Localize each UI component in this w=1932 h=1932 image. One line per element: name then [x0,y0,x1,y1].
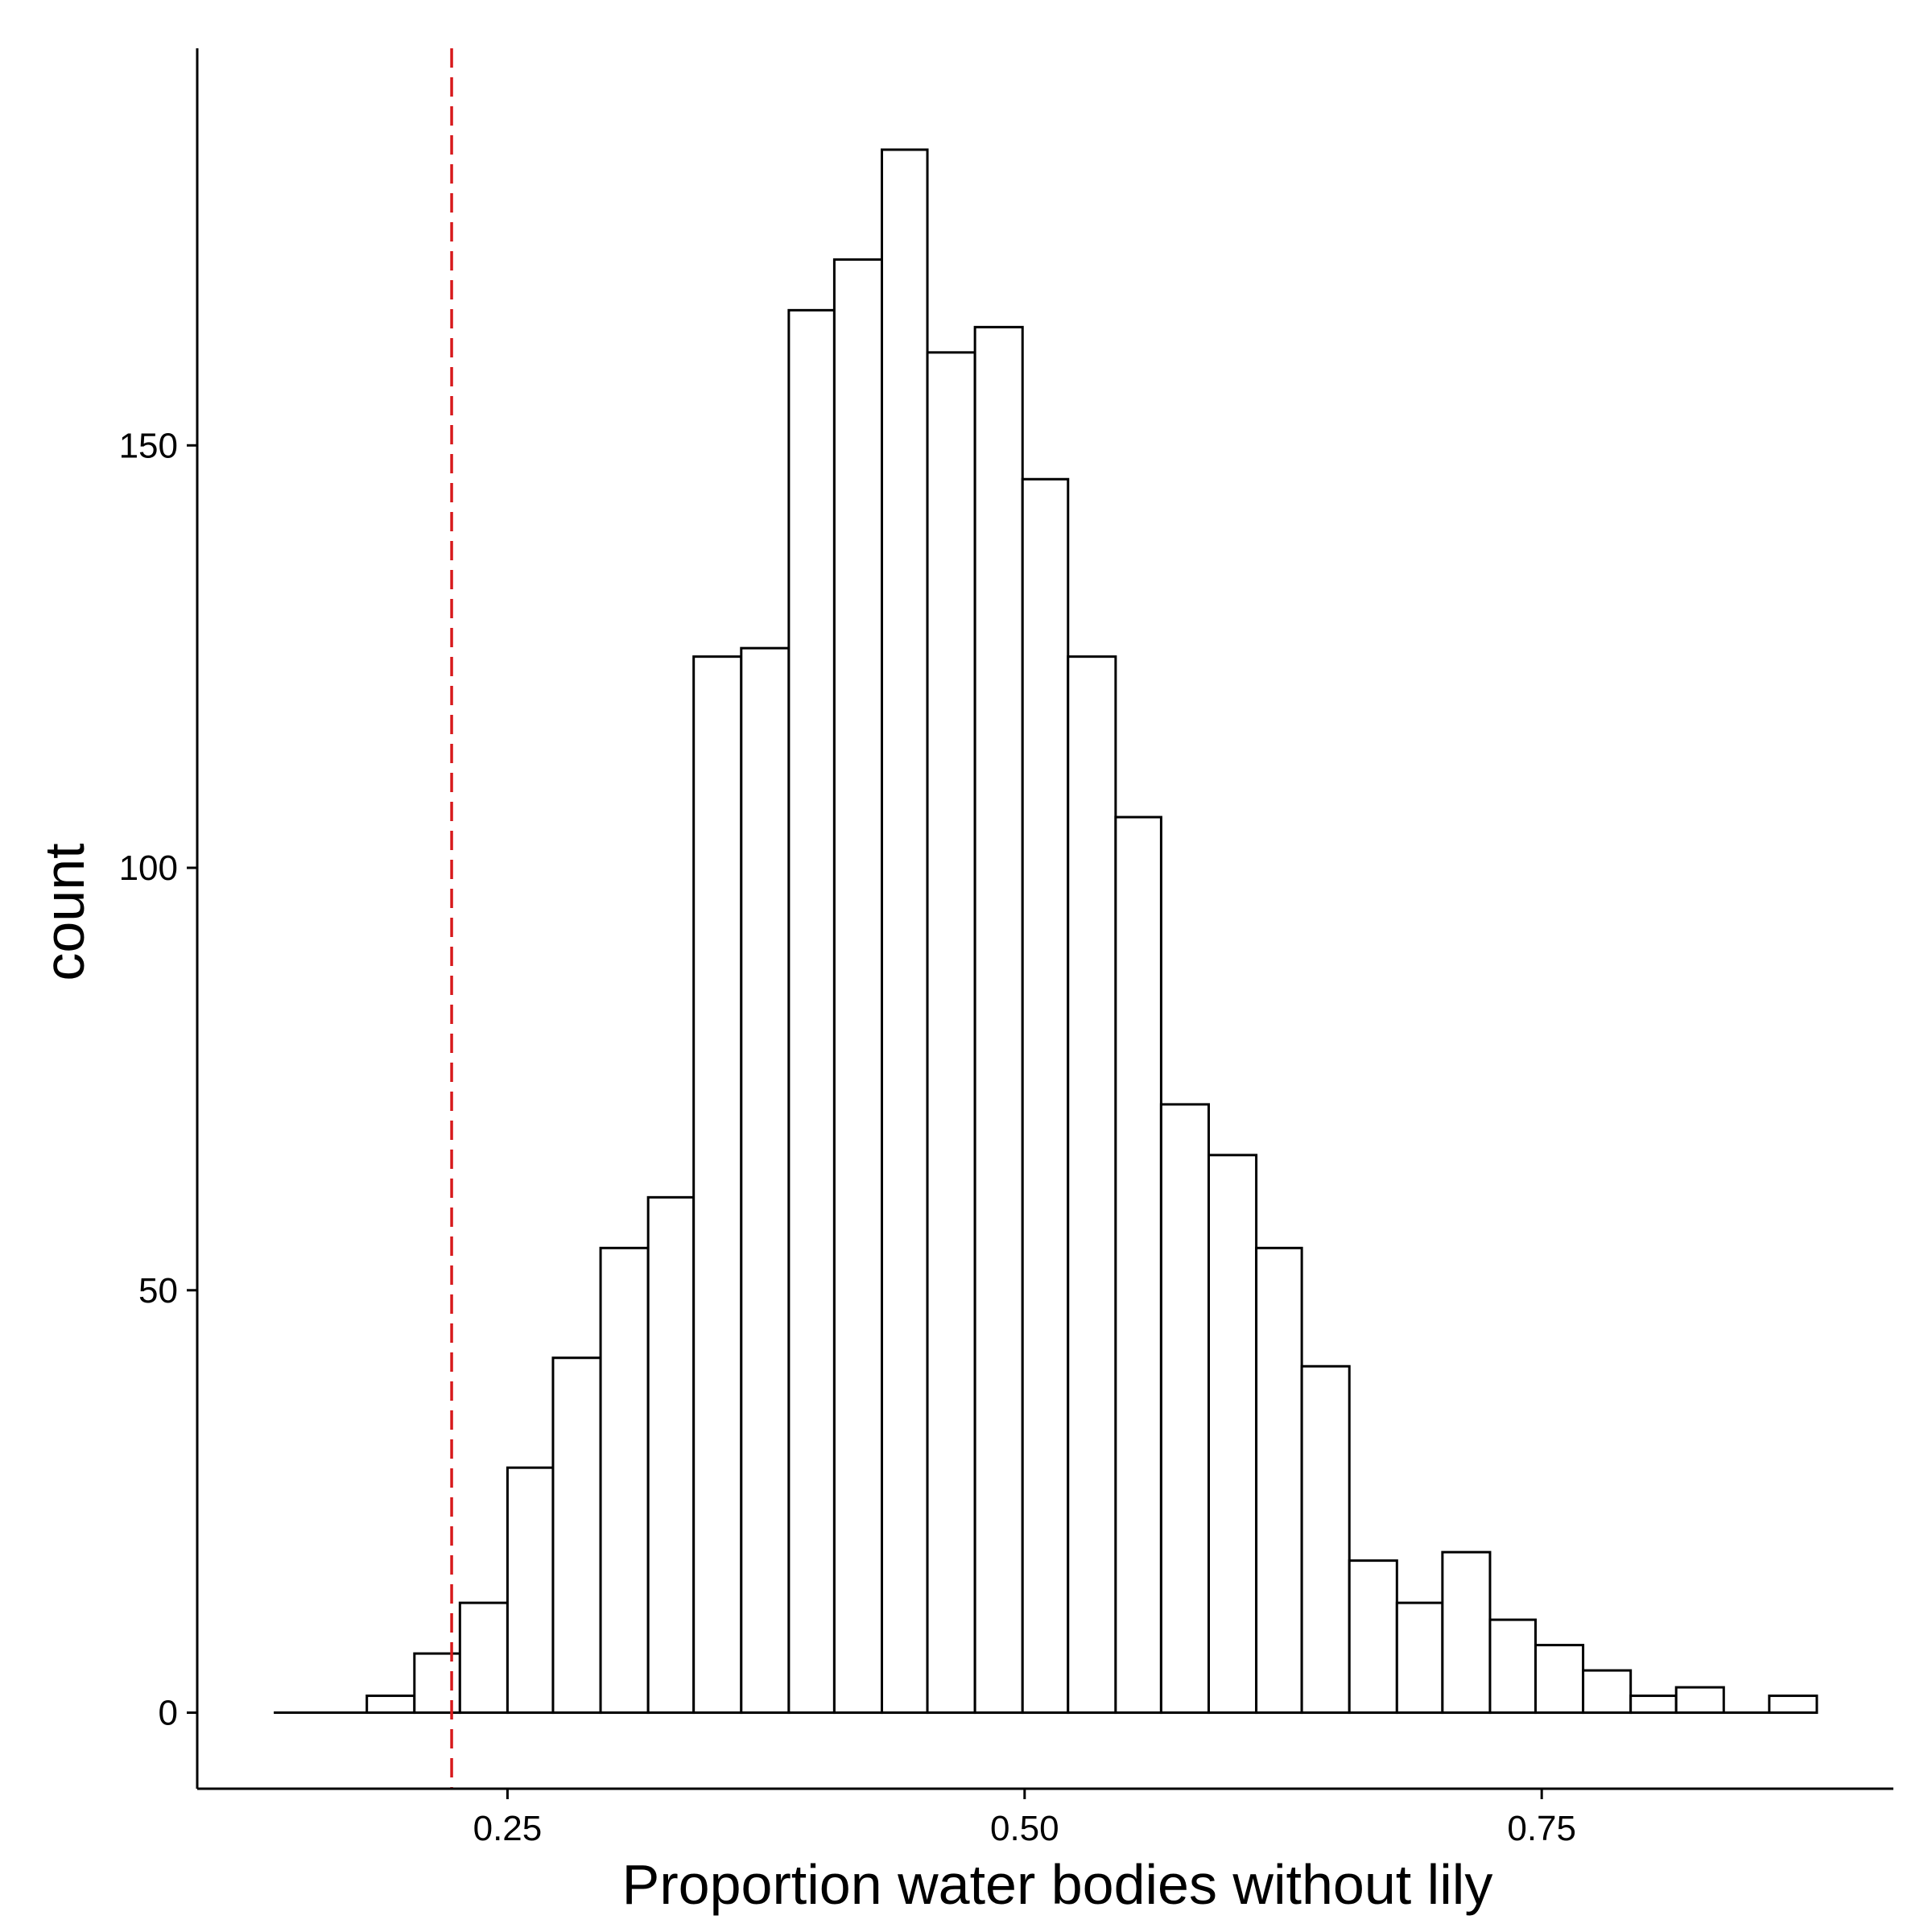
x-tick-label: 0.50 [990,1809,1059,1848]
histogram-bar [973,325,1024,1715]
histogram-bar [646,1195,696,1715]
x-tick-label: 0.25 [473,1809,543,1848]
histogram-bar [740,646,791,1715]
histogram-bar [551,1356,602,1715]
y-tick-label: 100 [119,848,178,888]
y-tick-label: 150 [119,426,178,465]
histogram-bar [1441,1550,1492,1715]
histogram-bar [1629,1695,1678,1715]
histogram-bar [1395,1601,1444,1715]
y-tick-label: 50 [138,1271,178,1311]
histogram-bar [413,1652,461,1715]
histogram-bar [1067,655,1117,1715]
histogram-bar [881,148,929,1715]
histogram-bar [692,655,743,1715]
histogram-bar [1348,1559,1398,1715]
x-tick-label: 0.75 [1507,1809,1576,1848]
x-axis-ticks: 0.25 0.50 0.75 [473,1789,1576,1848]
y-axis-title: count [33,843,96,980]
histogram-bar [926,351,976,1715]
histogram-bar [832,258,884,1715]
histogram-bar [1159,1103,1210,1715]
histogram-bar [458,1601,509,1715]
histogram-bar [1255,1246,1303,1715]
y-axis-ticks: 0 50 100 150 [119,426,197,1733]
histogram-bar [1488,1618,1537,1715]
x-axis-title: Proportion water bodies without lily [622,1853,1493,1916]
histogram-bar [506,1466,555,1715]
histogram-bar [1674,1686,1725,1715]
y-tick-label: 0 [159,1694,178,1733]
histogram-bar [1300,1364,1351,1715]
histogram-bars [365,148,1818,1715]
histogram-bar [365,1695,416,1715]
histogram-bar [1207,1154,1258,1715]
histogram-bar [1534,1644,1585,1715]
histogram-bar [1114,815,1162,1715]
histogram-bar [1582,1669,1633,1715]
histogram-bar [787,308,836,1715]
histogram-bar [1021,477,1070,1715]
histogram-bar [1768,1695,1818,1715]
histogram-bar [599,1246,650,1715]
